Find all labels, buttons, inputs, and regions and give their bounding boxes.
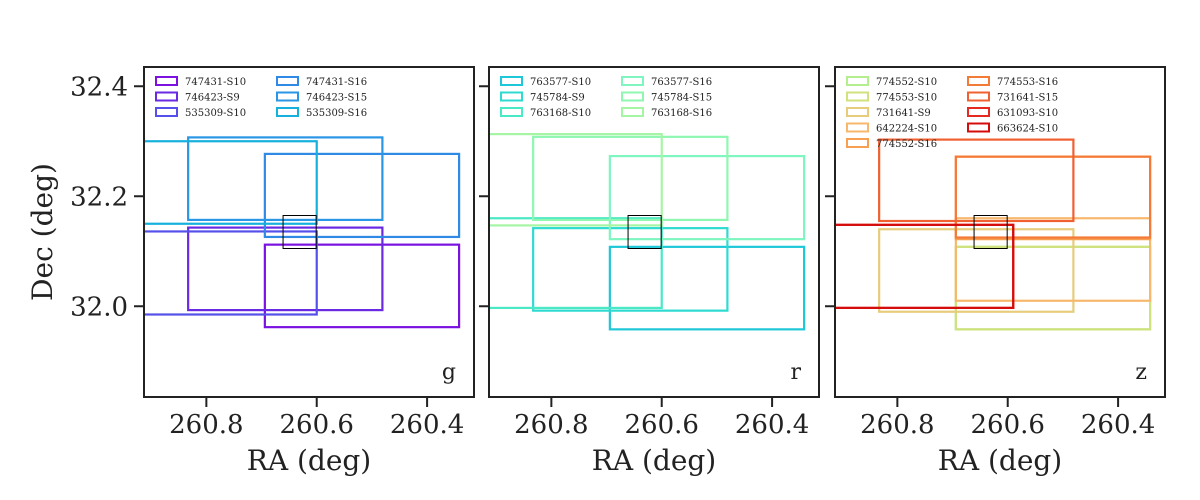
legend-label-r-763168-S10: 763168-S10 (530, 108, 591, 119)
legend-swatch-z-663624-S10 (967, 122, 990, 133)
legend-label-r-763577-S10: 763577-S10 (530, 77, 591, 88)
x-tick-label-r-260.6: 260.6 (625, 410, 699, 440)
footprint-r-745784-S9 (532, 227, 729, 312)
footprints-r (489, 133, 806, 331)
legend-swatch-z-631093-S10 (967, 107, 990, 117)
legend-swatch-z-774552-S16 (846, 138, 869, 148)
legend-label-g-535309-S16: 535309-S16 (306, 108, 367, 119)
band-label-r: r (790, 360, 801, 385)
panel-r: 763577-S10 745784-S9 763168-S10 763577-S16 7… (479, 66, 820, 440)
target-box-r (627, 215, 662, 249)
legend-label-z-774553-S16: 774553-S16 (997, 77, 1058, 88)
footprint-z-731641-S9 (878, 228, 1075, 313)
legend-label-z-774552-S10: 774552-S10 (876, 77, 937, 88)
legend-label-r-745784-S15: 745784-S15 (651, 93, 712, 104)
y-axis-label: Dec (deg) (26, 163, 59, 301)
legend-swatch-g-535309-S16 (276, 107, 299, 117)
footprint-g-746423-S9 (187, 226, 384, 312)
footprint-z-774553-S16 (954, 155, 1152, 239)
legend-r: 763577-S10 745784-S9 763168-S10 763577-S16 7… (500, 76, 712, 119)
legend-swatch-r-763168-S16 (621, 107, 644, 117)
legend-swatch-g-747431-S16 (276, 76, 299, 86)
legend-z: 774552-S10 774553-S10 731641-S9 642224-S10 7… (846, 76, 1058, 150)
footprint-z-774552-S10 (954, 245, 1152, 331)
footprint-g-747431-S10 (263, 243, 461, 329)
legend-swatch-r-763577-S10 (500, 76, 523, 86)
x-tick-label-r-260.8: 260.8 (514, 410, 588, 440)
y-tick-label-32.4: 32.4 (70, 72, 128, 102)
footprint-r-763168-S16 (489, 133, 663, 227)
x-tick-label-r-260.4: 260.4 (735, 410, 809, 440)
legend-g: 747431-S10 746423-S9 535309-S10 747431-S16 7… (155, 76, 367, 119)
legend-label-z-642224-S10: 642224-S10 (876, 124, 937, 135)
footprint-z-731641-S15 (878, 138, 1075, 223)
legend-swatch-g-747431-S10 (155, 76, 178, 86)
x-tick-label-g-260.8: 260.8 (169, 410, 243, 440)
footprint-z-663624-S10 (835, 223, 1015, 310)
legend-swatch-z-731641-S15 (967, 91, 990, 102)
footprint-g-747431-S16 (263, 152, 461, 239)
x-tick-label-z-260.8: 260.8 (860, 410, 934, 440)
legend-swatch-r-745784-S15 (621, 91, 644, 102)
footprint-r-763168-S10 (489, 217, 663, 310)
legend-swatch-r-745784-S9 (500, 91, 523, 102)
footprint-z-642224-S10 (954, 217, 1152, 302)
footprint-r-763577-S10 (608, 245, 806, 331)
legend-label-g-747431-S10: 747431-S10 (185, 77, 246, 88)
x-axis-label-r: RA (deg) (592, 444, 716, 477)
legend-swatch-z-642224-S10 (846, 122, 869, 133)
legend-swatch-g-535309-S10 (155, 107, 178, 117)
legend-swatch-z-731641-S9 (846, 107, 869, 117)
x-axis-label-g: RA (deg) (247, 444, 371, 477)
y-tick-label-32.2: 32.2 (70, 182, 128, 212)
footprints-g (144, 136, 461, 329)
x-tick-label-g-260.6: 260.6 (280, 410, 354, 440)
footprint-g-746423-S15 (187, 136, 384, 221)
legend-swatch-z-774553-S16 (967, 76, 990, 86)
axes-frame-g (143, 66, 475, 398)
legend-label-r-745784-S9: 745784-S9 (530, 93, 585, 104)
band-label-g: g (442, 360, 456, 385)
x-tick-label-z-260.6: 260.6 (971, 410, 1045, 440)
band-label-z: z (1135, 360, 1147, 385)
legend-swatch-r-763577-S16 (621, 76, 644, 86)
legend-label-g-747431-S16: 747431-S16 (306, 77, 367, 88)
legend-swatch-z-774552-S10 (846, 76, 869, 86)
legend-label-z-631093-S10: 631093-S10 (997, 108, 1058, 119)
footprint-r-745784-S15 (532, 135, 729, 222)
axes-frame-z (834, 66, 1166, 398)
legend-label-z-774552-S16: 774552-S16 (876, 139, 937, 150)
footprint-r-763577-S16 (608, 155, 806, 241)
footprint-z-774553-S10 (954, 245, 1152, 331)
x-tick-label-g-260.4: 260.4 (390, 410, 464, 440)
legend-label-g-535309-S10: 535309-S10 (185, 108, 246, 119)
target-box-g (282, 215, 317, 249)
y-tick-label-32: 32.0 (70, 292, 128, 322)
target-box-z (973, 215, 1008, 249)
legend-label-g-746423-S9: 746423-S9 (185, 93, 240, 104)
footprint-g-535309-S16 (144, 140, 318, 225)
legend-label-z-731641-S9: 731641-S9 (876, 108, 931, 119)
footprint-z-774552-S16 (954, 155, 1152, 241)
legend-label-z-731641-S15: 731641-S15 (997, 93, 1058, 104)
panel-g: 747431-S10 746423-S9 535309-S10 747431-S16 7… (70, 66, 475, 440)
legend-label-z-774553-S10: 774553-S10 (876, 93, 937, 104)
legend-swatch-z-774553-S10 (846, 91, 869, 102)
legend-swatch-r-763168-S10 (500, 107, 523, 117)
footprint-g-535309-S10 (144, 230, 318, 316)
legend-label-r-763168-S16: 763168-S16 (651, 108, 712, 119)
x-tick-label-z-260.4: 260.4 (1081, 410, 1155, 440)
footprints-z (835, 138, 1152, 331)
panel-z: 774552-S10 774553-S10 731641-S9 642224-S10 7… (825, 66, 1166, 440)
legend-label-z-663624-S10: 663624-S10 (997, 124, 1058, 135)
legend-label-g-746423-S15: 746423-S15 (306, 93, 367, 104)
legend-label-r-763577-S16: 763577-S16 (651, 77, 712, 88)
x-axis-label-z: RA (deg) (938, 444, 1062, 477)
legend-swatch-g-746423-S9 (155, 91, 178, 102)
axes-frame-r (488, 66, 820, 398)
legend-swatch-g-746423-S15 (276, 91, 299, 102)
